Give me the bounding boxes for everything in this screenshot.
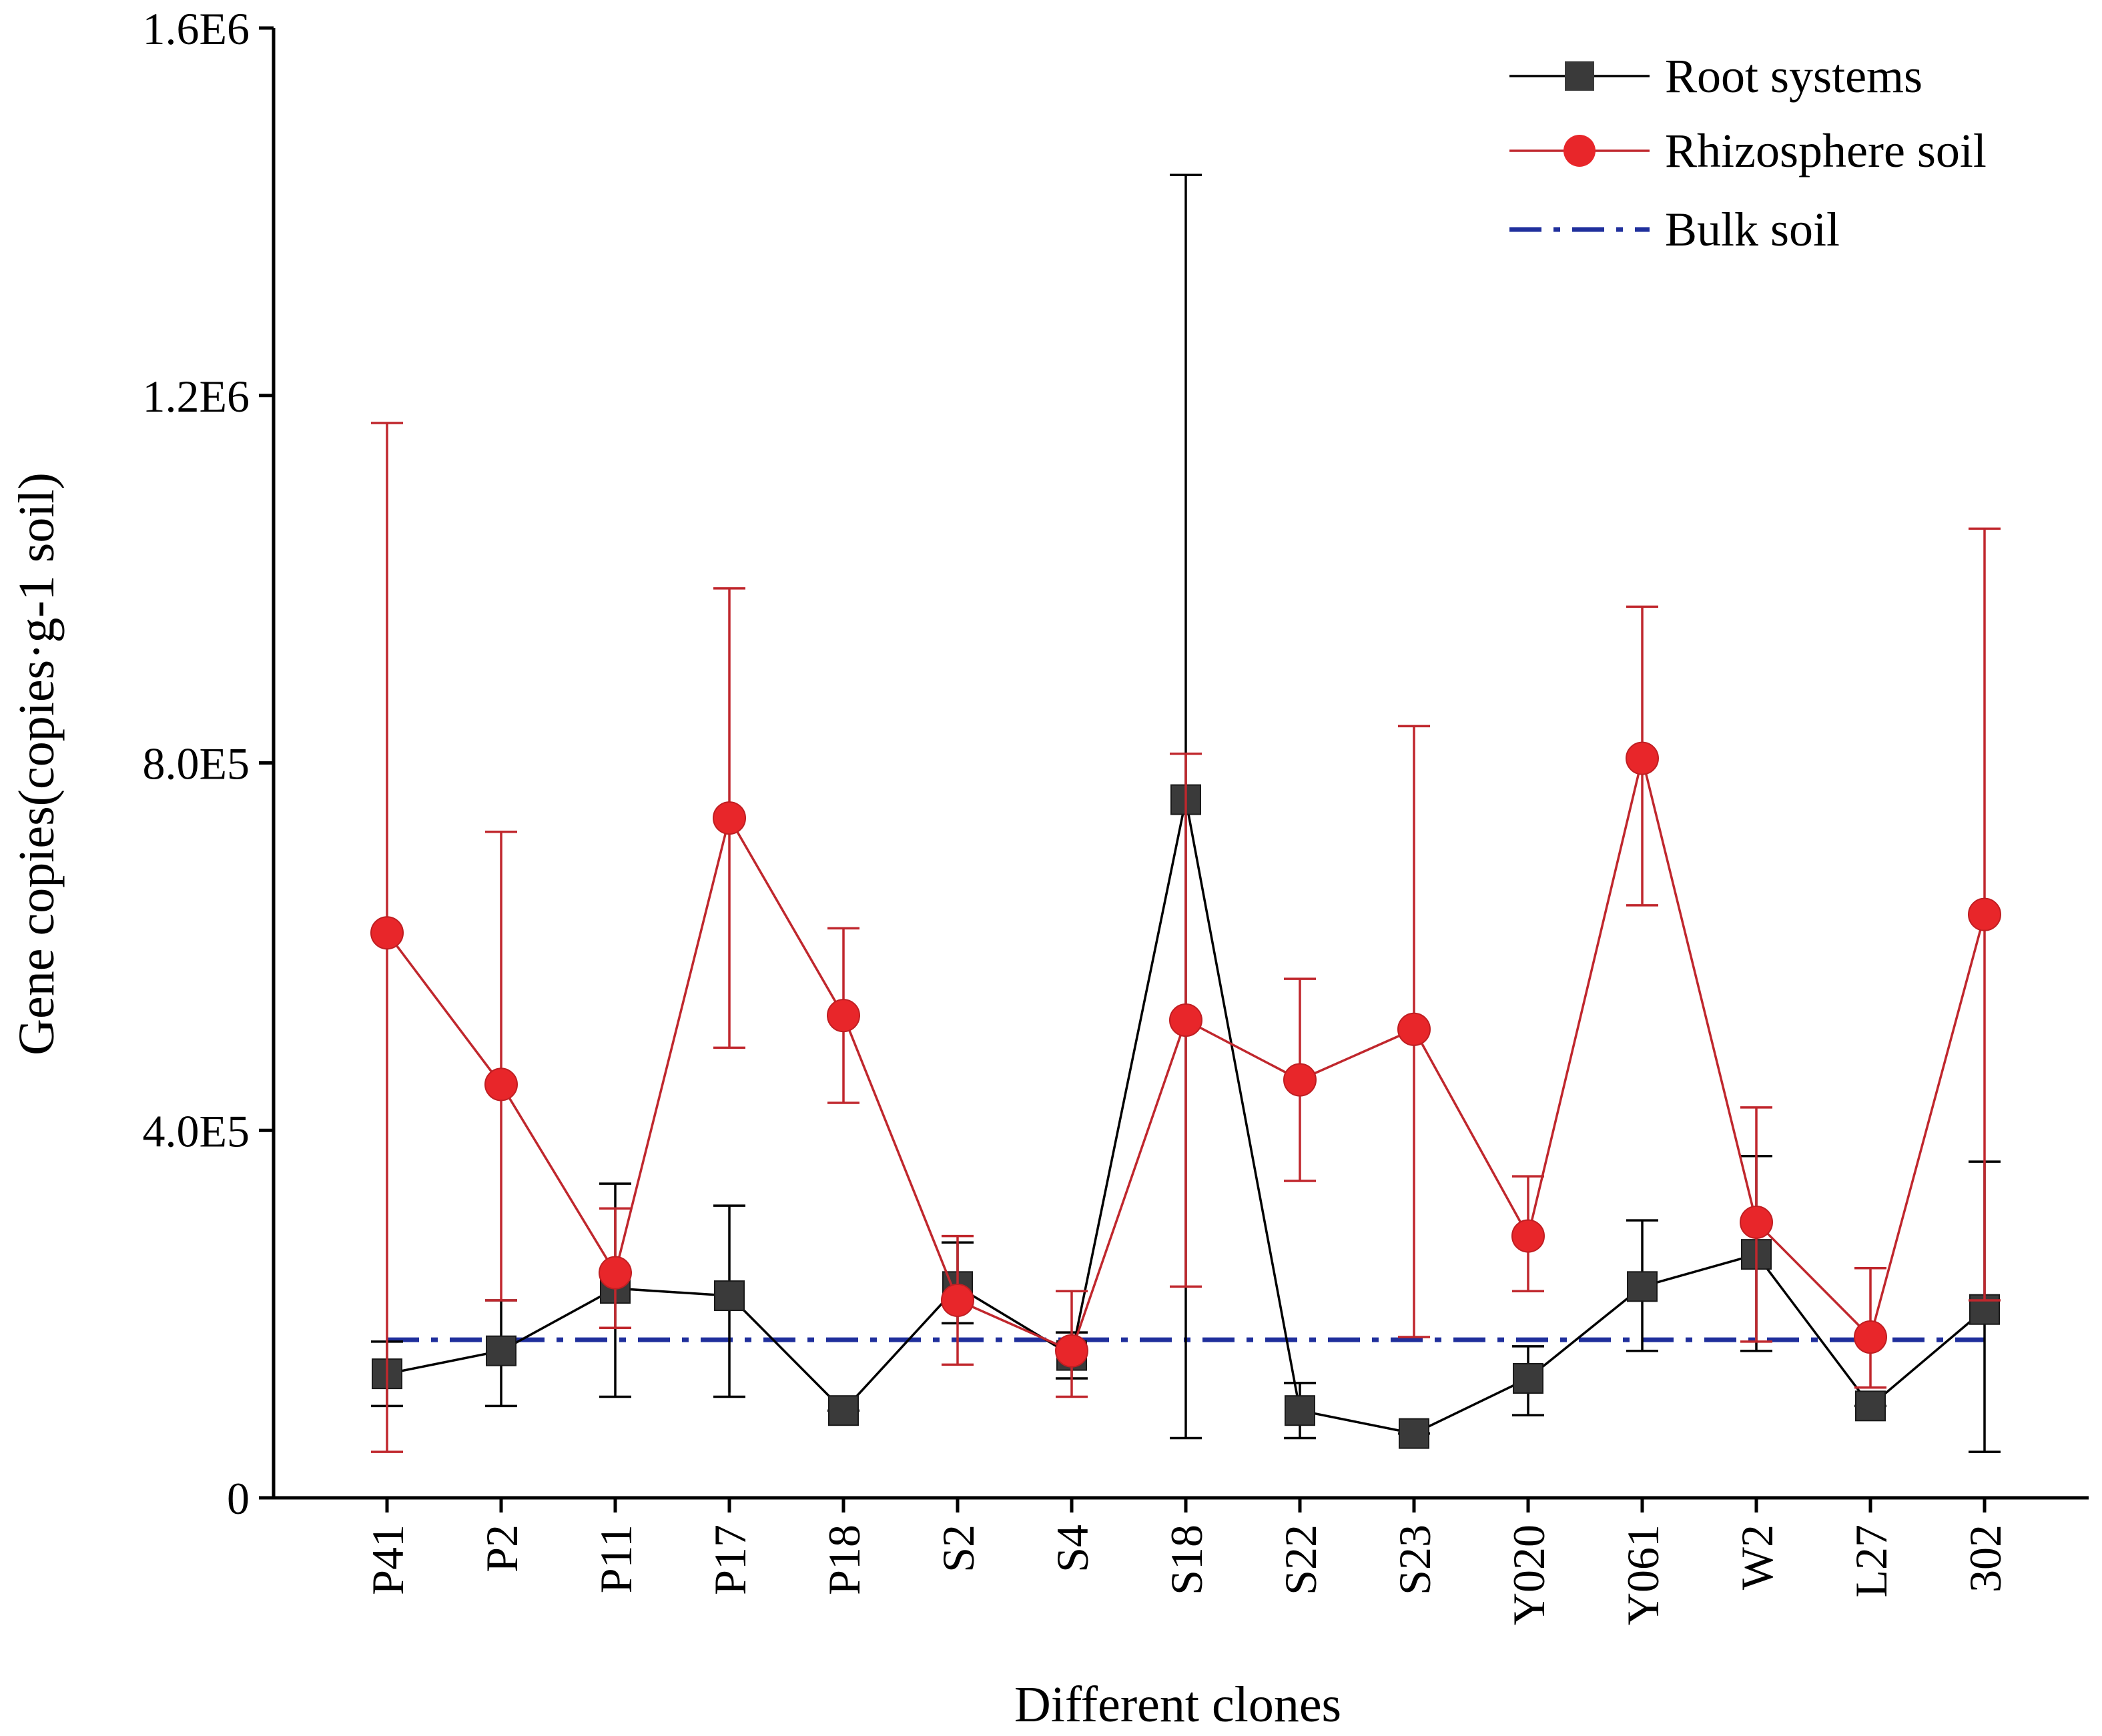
- rhizosphere-soil-point: [1968, 897, 2001, 931]
- rhizosphere-soil-point: [1740, 1205, 1773, 1239]
- x-tick-label: W2: [1732, 1525, 1782, 1590]
- y-axis-title: Gene copies(copies·g-1 soil): [9, 472, 65, 1055]
- y-tick-label: 1.6E6: [142, 3, 250, 54]
- legend: Root systems Rhizosphere soil Bulk soil: [1509, 49, 1987, 256]
- rhizosphere-soil-point: [713, 801, 746, 835]
- root-systems-point: [1399, 1418, 1429, 1449]
- x-tick-label: 302: [1960, 1525, 2011, 1593]
- x-tick-label: S23: [1389, 1525, 1440, 1595]
- x-tick-label: P11: [591, 1525, 641, 1593]
- y-tick-label: 8.0E5: [142, 739, 250, 789]
- y-tick-label: 0: [227, 1473, 250, 1524]
- rhizosphere-soil-point: [599, 1256, 632, 1290]
- axes: 0 4.0E5 8.0E5 1.2E6 1.6E6 P41 P2 P11 P17 P18 S2 S4 S…: [142, 3, 2089, 1625]
- rhizosphere-soil-point: [1169, 1003, 1202, 1037]
- x-tick-label: Y020: [1503, 1525, 1554, 1625]
- legend-bulk-soil-label: Bulk soil: [1665, 203, 1840, 256]
- x-tick-label: P17: [705, 1525, 755, 1595]
- root-systems-point: [1513, 1363, 1543, 1394]
- rhizosphere-soil-point: [1854, 1320, 1887, 1354]
- legend-rhizosphere-soil-label: Rhizosphere soil: [1665, 124, 1987, 177]
- rhizosphere-soil-point: [1511, 1219, 1545, 1253]
- root-systems-point: [1627, 1271, 1658, 1302]
- legend-root-systems-label: Root systems: [1665, 49, 1922, 103]
- x-tick-label: L27: [1846, 1525, 1896, 1598]
- x-tick-label: P2: [476, 1525, 527, 1573]
- x-tick-label: Y061: [1618, 1525, 1668, 1625]
- x-axis-title: Different clones: [1014, 1677, 1341, 1733]
- rhizosphere-soil-point: [370, 916, 404, 950]
- legend-rhizosphere-soil-marker: [1563, 135, 1596, 167]
- root-systems-point: [1285, 1395, 1315, 1426]
- rhizosphere-soil-series: [370, 422, 2001, 1453]
- rhizosphere-soil-point: [827, 999, 860, 1033]
- legend-root-systems-marker: [1565, 61, 1594, 91]
- rhizosphere-soil-point: [1055, 1334, 1088, 1368]
- root-systems-point: [828, 1395, 859, 1426]
- x-tick-label: S4: [1047, 1525, 1098, 1573]
- rhizosphere-soil-point: [941, 1283, 974, 1317]
- root-systems-point: [714, 1280, 745, 1312]
- x-tick-label: S2: [933, 1525, 984, 1573]
- x-tick-label: S22: [1275, 1525, 1326, 1595]
- y-tick-label: 1.2E6: [142, 371, 250, 422]
- rhizosphere-soil-point: [1626, 741, 1659, 775]
- y-tick-label: 4.0E5: [142, 1106, 250, 1156]
- x-tick-label: P41: [362, 1525, 413, 1595]
- rhizosphere-soil-point: [484, 1067, 518, 1102]
- x-tick-label: S18: [1161, 1525, 1212, 1595]
- root-systems-point: [1855, 1390, 1886, 1422]
- root-systems-point: [486, 1335, 516, 1366]
- rhizosphere-soil-point: [1397, 1012, 1431, 1046]
- rhizosphere-soil-point: [1283, 1063, 1317, 1097]
- x-tick-label: P18: [819, 1525, 869, 1595]
